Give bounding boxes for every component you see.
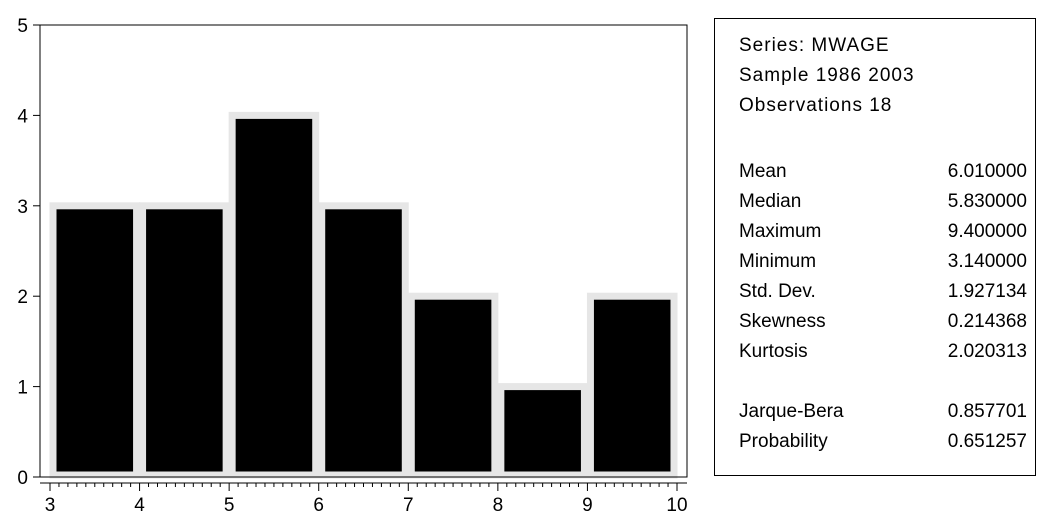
stat-row-probability: Probability 0.651257 [739, 431, 1027, 457]
histogram-bar [407, 292, 499, 479]
y-tick-label: 2 [17, 287, 28, 308]
y-tick-label: 0 [17, 468, 28, 489]
stat-label: Std. Dev. [739, 281, 816, 302]
histogram-bar [318, 202, 409, 479]
observations-label: Observations 18 [739, 95, 893, 116]
stats-panel: Series: MWAGE Sample 1986 2003 Observati… [714, 18, 1036, 476]
x-tick-label: 9 [582, 495, 593, 516]
stat-row-kurtosis: Kurtosis 2.020313 [739, 341, 1027, 367]
x-tick-label: 5 [224, 495, 235, 516]
stat-row-median: Median 5.830000 [739, 191, 1027, 217]
stat-row-skewness: Skewness 0.214368 [739, 311, 1027, 337]
histogram-bar [228, 111, 320, 479]
y-tick-label: 4 [17, 106, 28, 127]
stat-value: 0.857701 [947, 401, 1027, 422]
stat-value: 6.010000 [947, 161, 1027, 182]
stat-row-minimum: Minimum 3.140000 [739, 251, 1027, 277]
stat-value: 0.651257 [947, 431, 1027, 452]
stat-row-jarque-bera: Jarque-Bera 0.857701 [739, 401, 1027, 427]
stat-label: Median [739, 191, 802, 212]
stat-label: Kurtosis [739, 341, 808, 362]
stat-value: 9.400000 [947, 221, 1027, 242]
stat-value: 1.927134 [947, 281, 1027, 302]
stat-label: Skewness [739, 311, 826, 332]
x-tick-label: 3 [45, 495, 56, 516]
stat-label: Probability [739, 431, 828, 452]
x-tick-label: 4 [134, 495, 145, 516]
x-tick-label: 6 [313, 495, 324, 516]
stat-row-std-dev: Std. Dev. 1.927134 [739, 281, 1027, 307]
y-tick-label: 3 [17, 197, 28, 218]
sample-label: Sample 1986 2003 [739, 65, 915, 86]
plot-frame [39, 24, 688, 478]
histogram-bar [139, 202, 230, 479]
y-tick-label: 5 [17, 16, 28, 37]
stat-value: 0.214368 [947, 311, 1027, 332]
series-label: Series: MWAGE [739, 35, 890, 56]
x-tick-label: 7 [403, 495, 414, 516]
histogram-bar [586, 292, 678, 479]
histogram-bar [497, 383, 588, 479]
x-tick-label: 10 [666, 495, 687, 516]
histogram-chart: 3 4 5 6 7 8 9 10 0 1 2 3 4 5 [17, 16, 688, 516]
stat-row-mean: Mean 6.010000 [739, 161, 1027, 187]
stat-value: 3.140000 [947, 251, 1027, 272]
bars-layer [49, 111, 678, 479]
axis-layer: 3 4 5 6 7 8 9 10 0 1 2 3 4 5 [17, 16, 687, 516]
x-tick-label: 8 [493, 495, 504, 516]
stat-label: Minimum [739, 251, 817, 272]
histogram-bar [49, 202, 141, 479]
stat-label: Maximum [739, 221, 822, 242]
stat-value: 5.830000 [947, 191, 1027, 212]
stat-label: Jarque-Bera [739, 401, 844, 422]
stat-row-maximum: Maximum 9.400000 [739, 221, 1027, 247]
stat-value: 2.020313 [947, 341, 1027, 362]
y-tick-label: 1 [17, 378, 28, 399]
stat-label: Mean [739, 161, 787, 182]
